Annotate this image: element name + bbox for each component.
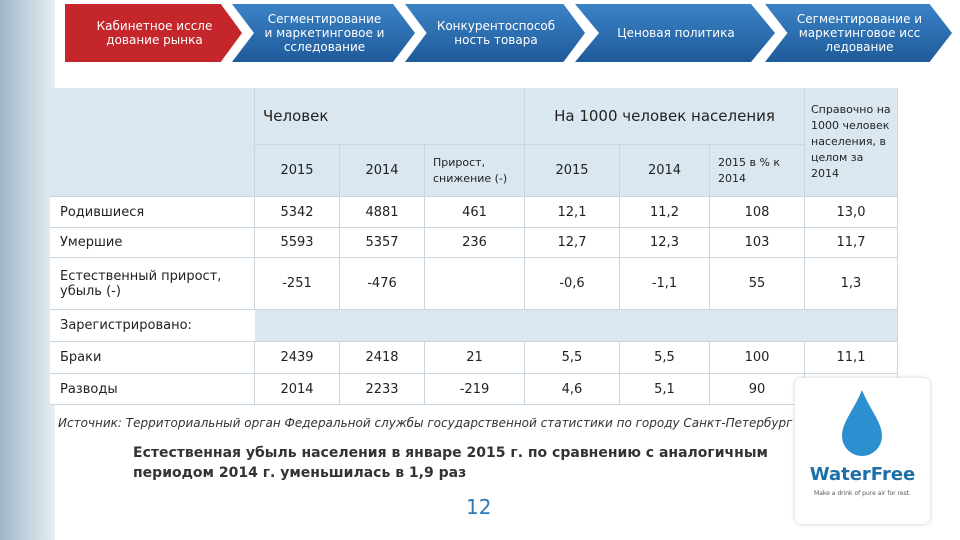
nav-item: Ценовая политика — [575, 4, 775, 62]
logo-tagline: Make a drink of pure air for rest. — [814, 490, 911, 497]
row-label: Естественный прирост, убыль (-) — [50, 258, 255, 310]
group-header: Справочно на 1000 человек населения, в ц… — [805, 88, 898, 197]
cell: 13,0 — [805, 197, 898, 228]
cell: 5,5 — [525, 342, 620, 374]
row-label: Зарегистрировано: — [50, 310, 255, 342]
cell: 5342 — [255, 197, 340, 228]
group-header: На 1000 человек населения — [525, 88, 805, 145]
cell: 461 — [425, 197, 525, 228]
row-label: Разводы — [50, 374, 255, 405]
column-header: 2015 в % к 2014 — [710, 145, 805, 197]
column-header: Прирост, снижение (-) — [425, 145, 525, 197]
cell: 2233 — [340, 374, 425, 405]
cell: 11,7 — [805, 228, 898, 258]
cell: 5357 — [340, 228, 425, 258]
column-header: 2015 — [255, 145, 340, 197]
cell — [425, 258, 525, 310]
cell: 5,5 — [620, 342, 710, 374]
cell: 5,1 — [620, 374, 710, 405]
cell: 11,1 — [805, 342, 898, 374]
cell: 2439 — [255, 342, 340, 374]
cell: 2014 — [255, 374, 340, 405]
row-label: Умершие — [50, 228, 255, 258]
cell: 90 — [710, 374, 805, 405]
source: Источник: Территориальный орган Федераль… — [58, 416, 793, 430]
left-decor — [0, 0, 55, 540]
cell: -1,1 — [620, 258, 710, 310]
cell: 55 — [710, 258, 805, 310]
page-number: 12 — [466, 495, 492, 519]
row-label: Родившиеся — [50, 197, 255, 228]
nav-item: Конкурентоспособность товара — [405, 4, 585, 62]
group-header: Человек — [255, 88, 525, 145]
logo: WaterFree Make a drink of pure air for r… — [795, 378, 930, 524]
cell: 236 — [425, 228, 525, 258]
cell: 100 — [710, 342, 805, 374]
cell: 5593 — [255, 228, 340, 258]
cell: -0,6 — [525, 258, 620, 310]
column-header: 2014 — [620, 145, 710, 197]
cell: 4881 — [340, 197, 425, 228]
drop-icon — [842, 390, 882, 456]
cell: 108 — [710, 197, 805, 228]
column-header: 2015 — [525, 145, 620, 197]
cell: -219 — [425, 374, 525, 405]
section-band — [255, 310, 898, 342]
logo-name: WaterFree — [809, 464, 916, 485]
cell: 4,6 — [525, 374, 620, 405]
conclusion: Естественная убыль населения в январе 20… — [133, 445, 768, 481]
column-header: 2014 — [340, 145, 425, 197]
nav-item: Сегментирование и маркетинговое исследов… — [232, 4, 415, 62]
cell: 12,7 — [525, 228, 620, 258]
cell: -251 — [255, 258, 340, 310]
cell: 2418 — [340, 342, 425, 374]
cell: 12,1 — [525, 197, 620, 228]
cell: 1,3 — [805, 258, 898, 310]
cell: 21 — [425, 342, 525, 374]
cell: 12,3 — [620, 228, 710, 258]
header-blank — [50, 88, 255, 197]
cell: 11,2 — [620, 197, 710, 228]
row-label: Браки — [50, 342, 255, 374]
nav-item: Сегментирование и маркетинговое исследов… — [765, 4, 952, 62]
nav-item: Кабинетное исследование рынка — [65, 4, 242, 62]
cell: -476 — [340, 258, 425, 310]
cell: 103 — [710, 228, 805, 258]
